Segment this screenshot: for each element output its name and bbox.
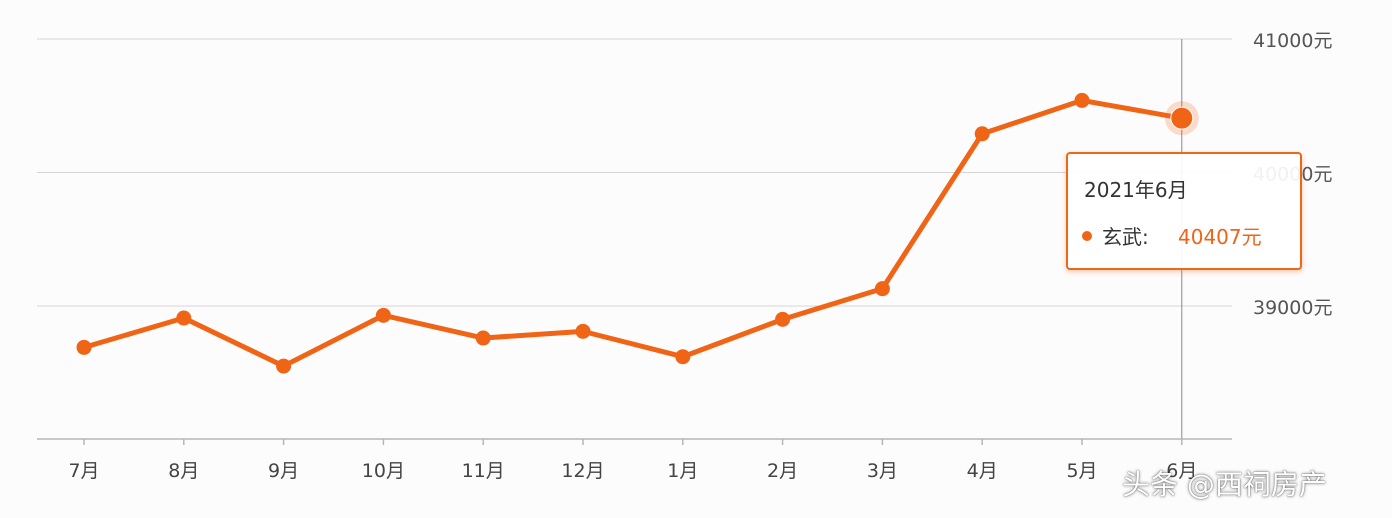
tooltip-title: 2021年6月 bbox=[1084, 178, 1188, 202]
data-point-11[interactable] bbox=[1170, 106, 1194, 130]
series-line-0 bbox=[81, 97, 1185, 369]
grid-layer bbox=[37, 38, 1232, 439]
tooltip-row: 玄武: 40407元 bbox=[1082, 221, 1262, 250]
tooltip-series-label: 玄武: bbox=[1102, 225, 1149, 249]
data-point-7[interactable] bbox=[775, 311, 791, 327]
data-point-4[interactable] bbox=[475, 330, 491, 346]
series-layer bbox=[76, 92, 1199, 374]
data-point-0[interactable] bbox=[76, 339, 92, 355]
label-layer: 39000元40000元41000元7月8月9月10月11月12月1月2月3月4… bbox=[68, 30, 1332, 482]
data-point-9[interactable] bbox=[974, 126, 990, 142]
tooltip: 2021年6月 玄武: 40407元 bbox=[1066, 152, 1302, 270]
axis-layer bbox=[37, 438, 1232, 445]
xtick-label-9: 4月 bbox=[967, 460, 998, 482]
xtick-label-2: 9月 bbox=[268, 460, 299, 482]
watermark: 头条 @西祠房产 bbox=[1122, 468, 1327, 501]
data-point-10[interactable] bbox=[1074, 92, 1090, 108]
data-point-3[interactable] bbox=[375, 307, 391, 323]
data-point-6[interactable] bbox=[675, 349, 691, 365]
series-dot-icon bbox=[1082, 230, 1092, 241]
xtick-label-6: 1月 bbox=[667, 460, 698, 482]
xtick-label-4: 11月 bbox=[462, 460, 505, 482]
xtick-label-11: 6月 bbox=[1166, 460, 1197, 482]
data-point-1[interactable] bbox=[176, 310, 192, 326]
xtick-label-3: 10月 bbox=[362, 460, 405, 482]
xtick-label-1: 8月 bbox=[168, 460, 199, 482]
xtick-label-5: 12月 bbox=[561, 460, 604, 482]
data-point-5[interactable] bbox=[575, 323, 591, 339]
data-point-8[interactable] bbox=[874, 281, 890, 297]
tooltip-value: 40407元 bbox=[1178, 225, 1262, 249]
ytick-label-39000: 39000元 bbox=[1253, 297, 1332, 319]
xtick-label-0: 7月 bbox=[68, 460, 99, 482]
xtick-label-7: 2月 bbox=[767, 460, 798, 482]
ytick-label-41000: 41000元 bbox=[1253, 30, 1332, 52]
xtick-label-8: 3月 bbox=[867, 460, 898, 482]
xtick-label-10: 5月 bbox=[1066, 460, 1097, 482]
data-point-2[interactable] bbox=[276, 358, 292, 374]
